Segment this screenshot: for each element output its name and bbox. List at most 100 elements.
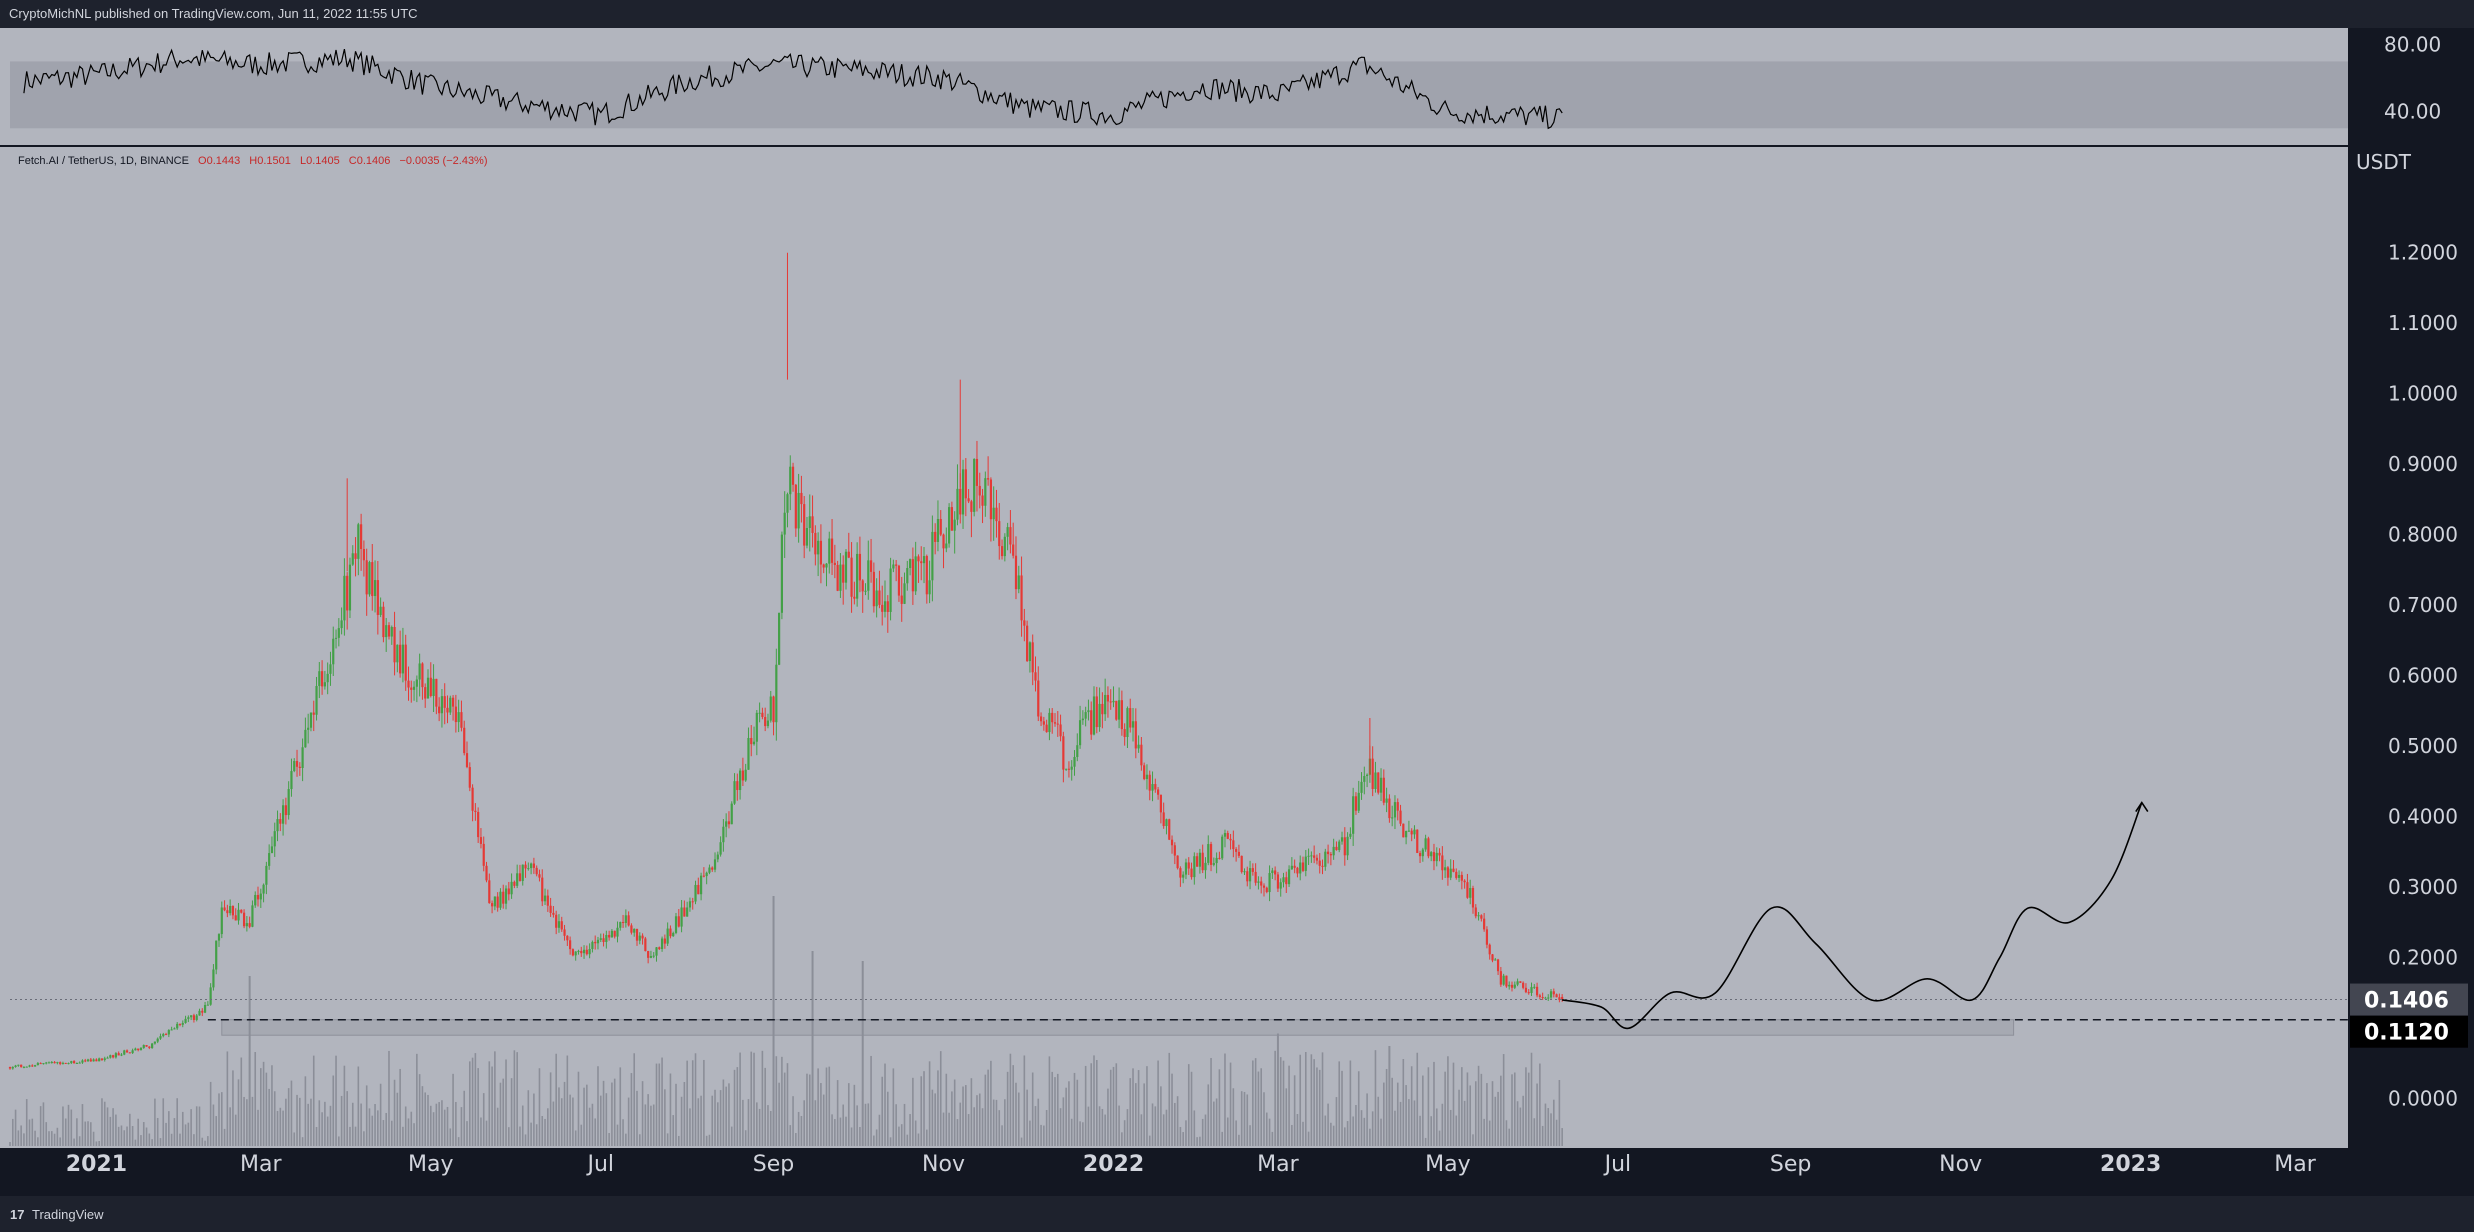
candle-up (906, 567, 909, 584)
candle-down (1315, 857, 1319, 861)
tradingview-logo-icon[interactable]: 17 (10, 1207, 25, 1222)
candle-up (686, 907, 689, 917)
candle-up (839, 564, 842, 591)
candle-down (741, 770, 744, 781)
candle-down (524, 864, 527, 869)
candle-down (1293, 865, 1296, 868)
candle-down (1168, 819, 1171, 840)
price-tick-label-1: 1.1000 (2388, 311, 2458, 335)
candle-up (708, 867, 711, 873)
candle-down (1558, 997, 1561, 1000)
time-tick-label-4: Sep (753, 1152, 794, 1177)
candle-up (543, 895, 547, 902)
candle-down (1170, 839, 1174, 846)
candle-up (725, 821, 728, 827)
candle-down (89, 1059, 92, 1062)
candle-down (900, 595, 903, 604)
candle-down (242, 912, 246, 927)
rsi-line (23, 48, 1563, 130)
candle-down (1296, 867, 1299, 874)
candle-down (1460, 874, 1463, 881)
candle-down (1062, 736, 1065, 770)
candle-down (1254, 871, 1257, 883)
candle-down (970, 501, 973, 512)
candle-up (1048, 712, 1051, 733)
candle-up (123, 1050, 126, 1055)
candle-up (527, 868, 530, 870)
candle-down (861, 580, 864, 592)
candle-down (1535, 986, 1539, 996)
candle-up (616, 927, 619, 937)
candle-down (1416, 829, 1419, 853)
candle-down (59, 1062, 62, 1064)
candle-up (867, 560, 870, 591)
candle-up (591, 941, 594, 950)
candle-down (711, 867, 714, 870)
candle-down (1095, 696, 1098, 728)
candle-down (663, 938, 666, 944)
time-tick-label-3: Jul (585, 1152, 614, 1177)
candle-up (1257, 881, 1260, 883)
candle-up (449, 697, 452, 713)
candle-up (797, 492, 800, 529)
candle-down (1209, 844, 1213, 865)
candle-down (1101, 703, 1104, 715)
candle-up (1332, 846, 1335, 856)
candle-up (739, 770, 742, 791)
candle-down (613, 930, 616, 937)
candle-down (532, 863, 535, 868)
candle-down (1176, 855, 1179, 869)
candle-down (1154, 784, 1157, 790)
candle-down (697, 884, 700, 895)
candle-down (53, 1062, 56, 1064)
candle-down (496, 896, 499, 908)
candle-up (351, 553, 354, 565)
candle-up (262, 884, 265, 894)
candle-up (343, 575, 346, 621)
candle-up (237, 909, 240, 921)
candle-up (45, 1062, 48, 1064)
candle-down (279, 819, 282, 824)
candle-down (518, 873, 522, 881)
candle-down (594, 941, 597, 944)
candle-up (1076, 745, 1079, 757)
candle-down (410, 687, 413, 690)
candle-up (674, 916, 678, 933)
candle-up (825, 563, 828, 568)
candle-down (1505, 975, 1508, 987)
candle-down (446, 707, 449, 713)
candle-down (750, 737, 753, 745)
chart-area[interactable]: 80.00 40.00 USDT 1.2000 1.1000 1.0000 0.9000 0.… (0, 28, 2474, 1196)
candle-down (641, 935, 644, 939)
candle-down (836, 564, 839, 591)
candle-down (1218, 857, 1221, 859)
candle-up (50, 1062, 53, 1064)
candle-up (1204, 862, 1207, 871)
candle-up (1104, 694, 1107, 715)
candle-up (903, 583, 906, 604)
candle-up (864, 590, 867, 592)
candle-down (819, 540, 823, 565)
price-tick-label-2: 1.0000 (2388, 382, 2458, 406)
candle-up (638, 935, 641, 941)
candle-down (967, 498, 970, 502)
candle-up (170, 1029, 173, 1031)
candle-down (822, 564, 825, 568)
candle-down (1402, 823, 1405, 838)
candle-down (691, 901, 694, 903)
brand-name[interactable]: TradingView (32, 1207, 104, 1222)
candle-up (992, 507, 995, 520)
candle-down (145, 1045, 148, 1047)
candle-down (538, 874, 541, 878)
candle-down (1235, 849, 1238, 852)
candle-down (1483, 918, 1486, 930)
candle-up (254, 894, 257, 906)
candle-up (42, 1063, 45, 1065)
price-background (0, 147, 2348, 1148)
candle-down (1120, 700, 1123, 730)
candle-up (1017, 575, 1020, 590)
candle-down (1226, 833, 1229, 839)
price-tick-label-8: 0.4000 (2388, 805, 2458, 829)
candle-up (582, 949, 586, 954)
candle-down (1418, 852, 1422, 857)
